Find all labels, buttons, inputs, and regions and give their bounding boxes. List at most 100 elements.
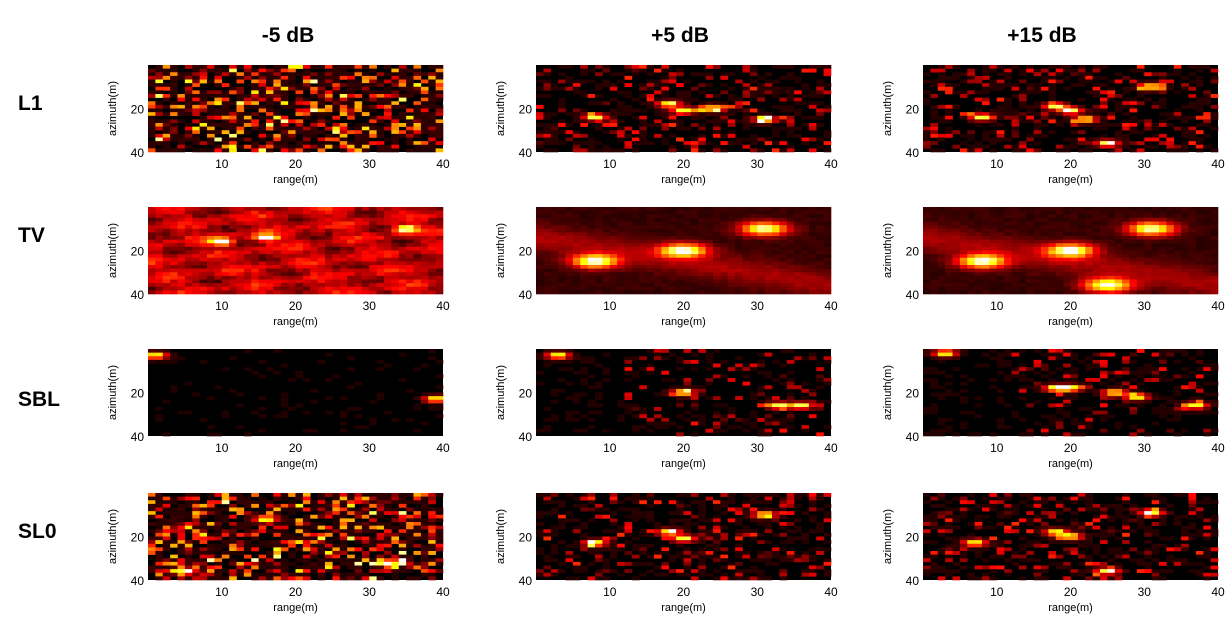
heat-cell bbox=[595, 228, 603, 233]
heat-cell bbox=[428, 119, 436, 124]
heat-cell bbox=[816, 236, 824, 240]
heat-cell bbox=[1085, 272, 1093, 277]
heat-cell bbox=[1210, 265, 1219, 269]
heat-cell bbox=[1173, 250, 1182, 255]
heat-cell bbox=[801, 265, 810, 269]
heat-cell bbox=[280, 268, 289, 273]
heat-cell bbox=[273, 228, 282, 233]
heat-cell bbox=[192, 236, 200, 240]
heat-cell bbox=[779, 126, 788, 131]
heat-cell bbox=[1181, 86, 1189, 91]
heat-cell bbox=[609, 236, 618, 240]
heat-cell bbox=[177, 148, 186, 153]
heat-cell bbox=[668, 388, 677, 393]
heat-cell bbox=[982, 90, 990, 95]
heat-cell bbox=[148, 217, 156, 222]
heat-cell bbox=[624, 228, 633, 233]
heat-cell bbox=[1129, 228, 1138, 233]
heat-cell bbox=[982, 221, 990, 226]
heat-cell bbox=[816, 65, 824, 69]
heat-cell bbox=[310, 268, 318, 273]
heat-cell bbox=[1070, 104, 1079, 109]
heat-cell bbox=[354, 207, 363, 211]
heat-cell bbox=[184, 126, 193, 131]
heat-cell bbox=[794, 275, 802, 280]
heat-cell bbox=[1136, 232, 1145, 237]
heat-cell bbox=[325, 214, 333, 219]
heat-cell bbox=[930, 221, 939, 226]
heat-cell bbox=[757, 217, 765, 222]
heat-cell bbox=[391, 210, 400, 215]
heat-cell bbox=[1026, 261, 1034, 266]
heat-cell bbox=[184, 217, 193, 222]
x-tick-label: 20 bbox=[289, 157, 303, 171]
heat-cell bbox=[258, 374, 267, 379]
heat-cell bbox=[764, 236, 773, 240]
heat-cell bbox=[624, 250, 633, 255]
heat-cell bbox=[631, 283, 640, 288]
heat-cell bbox=[295, 119, 304, 124]
x-tick-label: 30 bbox=[1138, 299, 1152, 313]
heat-cell bbox=[162, 246, 171, 251]
heat-cell bbox=[720, 217, 729, 222]
heat-cell bbox=[1210, 250, 1219, 255]
x-tick-label: 30 bbox=[363, 157, 377, 171]
heat-cell bbox=[823, 261, 832, 266]
heat-cell bbox=[1011, 133, 1020, 138]
heat-cell bbox=[923, 275, 931, 280]
heat-cell bbox=[332, 221, 341, 226]
heat-cell bbox=[236, 137, 245, 142]
heat-cell bbox=[639, 279, 647, 284]
heat-cell bbox=[735, 367, 743, 372]
heat-cell bbox=[923, 236, 931, 240]
heat-cell bbox=[558, 86, 566, 91]
heat-cell bbox=[930, 257, 939, 262]
heat-cell bbox=[1166, 207, 1175, 211]
heat-cell bbox=[982, 115, 990, 120]
heat-cell bbox=[1004, 210, 1012, 215]
heat-cell bbox=[639, 367, 647, 372]
heat-cell bbox=[162, 239, 171, 244]
heat-cell bbox=[339, 83, 348, 88]
heat-cell bbox=[310, 290, 318, 295]
heat-cell bbox=[266, 257, 274, 262]
heat-cell bbox=[720, 72, 729, 77]
heat-cell bbox=[639, 225, 647, 230]
heat-cell bbox=[384, 290, 392, 295]
heat-cell bbox=[764, 214, 773, 219]
heat-cell bbox=[347, 141, 355, 146]
heat-cell bbox=[1181, 257, 1189, 262]
heat-cell bbox=[243, 265, 252, 269]
heat-cell bbox=[536, 254, 544, 259]
heat-cell bbox=[1100, 286, 1108, 291]
heat-cell bbox=[354, 86, 363, 91]
heat-cell bbox=[236, 115, 245, 120]
heat-cell bbox=[1195, 232, 1204, 237]
heat-cell bbox=[251, 236, 259, 240]
heat-cell bbox=[207, 283, 215, 288]
heat-cell bbox=[720, 232, 729, 237]
heat-cell bbox=[727, 265, 736, 269]
heat-cell bbox=[1041, 225, 1049, 230]
heat-cell bbox=[192, 290, 200, 295]
heat-cell bbox=[1151, 144, 1160, 149]
heat-cell bbox=[207, 425, 215, 430]
heat-cell bbox=[1188, 236, 1197, 240]
heat-cell bbox=[757, 112, 765, 117]
heat-cell bbox=[580, 378, 588, 382]
heat-cell bbox=[1055, 283, 1064, 288]
heat-cell bbox=[207, 236, 215, 240]
heat-cell bbox=[236, 225, 245, 230]
heat-cell bbox=[435, 130, 444, 135]
heat-cell bbox=[937, 228, 946, 233]
heat-cell bbox=[1195, 148, 1204, 153]
heat-cell bbox=[572, 112, 581, 117]
heat-cell bbox=[1063, 86, 1071, 91]
heat-cell bbox=[1195, 261, 1204, 266]
heat-cell bbox=[624, 141, 633, 146]
heat-cell bbox=[391, 232, 400, 237]
heat-cell bbox=[177, 254, 186, 259]
heat-cell bbox=[251, 221, 259, 226]
heat-cell bbox=[1188, 232, 1197, 237]
heat-cell bbox=[624, 232, 633, 237]
